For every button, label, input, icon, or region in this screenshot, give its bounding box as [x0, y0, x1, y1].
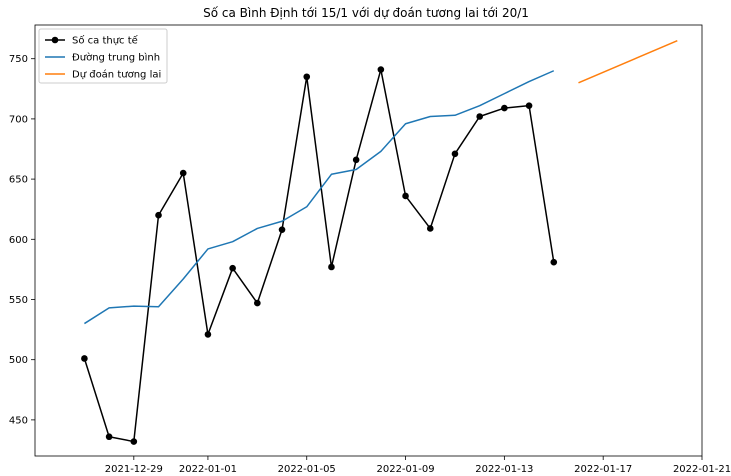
- y-tick-label-550: 550: [9, 295, 28, 306]
- series-so-ca-thuc-te-point-2022-01-09: [402, 192, 409, 200]
- x-tick-label-2022-01-09: 2022-01-09: [376, 464, 434, 475]
- series-so-ca-thuc-te-point-2022-01-05: [303, 73, 311, 81]
- series-so-ca-thuc-te-point-2022-01-01: [204, 331, 212, 338]
- series-so-ca-thuc-te-point-2022-01-08: [377, 66, 385, 73]
- series-so-ca-thuc-te-point-2021-12-27: [81, 355, 88, 362]
- legend: Số ca thực tế Đường trung bình Dự đoán tươ…: [38, 28, 168, 84]
- plot-area: 450 500 550 600 650 700 750 2021-12-29 2022-01-0…: [9, 24, 731, 475]
- series-so-ca-thuc-te-point-2021-12-28: [105, 433, 113, 441]
- x-tick-label-2022-01-01: 2022-01-01: [179, 464, 237, 475]
- legend-box: [38, 28, 168, 84]
- y-tick-label-600: 600: [9, 235, 28, 246]
- y-tick-label-750: 750: [9, 54, 28, 65]
- series-so-ca-thuc-te-point-2022-01-10: [426, 225, 434, 232]
- series-du-doan-tuong-lai-line: [578, 39, 678, 84]
- series-so-ca-thuc-te-point-2022-01-02: [229, 264, 236, 272]
- series-duong-trung-binh-line: [84, 70, 555, 325]
- series-so-ca-thuc-te-point-2022-01-12: [476, 113, 483, 120]
- series-so-ca-thuc-te-point-2022-01-15: [550, 258, 558, 266]
- plot-frame: [34, 24, 703, 457]
- series-so-ca-thuc-te-point-2021-12-29: [130, 438, 138, 445]
- series-so-ca-thuc-te-point-2022-01-11: [451, 150, 459, 158]
- x-tick-label-2021-12-29: 2021-12-29: [105, 464, 163, 475]
- y-tick-label-700: 700: [9, 114, 28, 125]
- series-so-ca-thuc-te-point-2021-12-30: [155, 211, 162, 219]
- legend-label-2: Dự đoán tương lai: [72, 69, 161, 81]
- series-so-ca-thuc-te-point-2022-01-07: [352, 156, 360, 164]
- legend-marker-0: [51, 36, 59, 44]
- series-so-ca-thuc-te-point-2022-01-06: [328, 263, 335, 271]
- legend-label-0: Số ca thực tế: [72, 35, 139, 47]
- series-so-ca-thuc-te-point-2022-01-04: [278, 226, 286, 233]
- legend-label-1: Đường trung bình: [72, 52, 160, 64]
- chart-title: Số ca Bình Định tới 15/1 với dự đoán tươ…: [203, 6, 529, 20]
- series-so-ca-thuc-te-point-2022-01-13: [501, 104, 508, 112]
- x-tick-label-2022-01-05: 2022-01-05: [278, 464, 336, 475]
- series-so-ca-thuc-te-point-2022-01-14: [525, 102, 533, 109]
- y-tick-label-650: 650: [9, 175, 28, 186]
- x-tick-label-2022-01-13: 2022-01-13: [475, 464, 533, 475]
- series-so-ca-thuc-te-point-2021-12-31: [179, 169, 187, 177]
- x-tick-label-2022-01-17: 2022-01-17: [574, 464, 632, 475]
- y-tick-label-500: 500: [9, 355, 28, 366]
- y-tick-label-450: 450: [9, 415, 28, 426]
- series-so-ca-thuc-te-point-2022-01-03: [254, 299, 261, 307]
- x-tick-label-2022-01-21: 2022-01-21: [673, 464, 731, 475]
- series-so-ca-thuc-te-line: [83, 68, 555, 443]
